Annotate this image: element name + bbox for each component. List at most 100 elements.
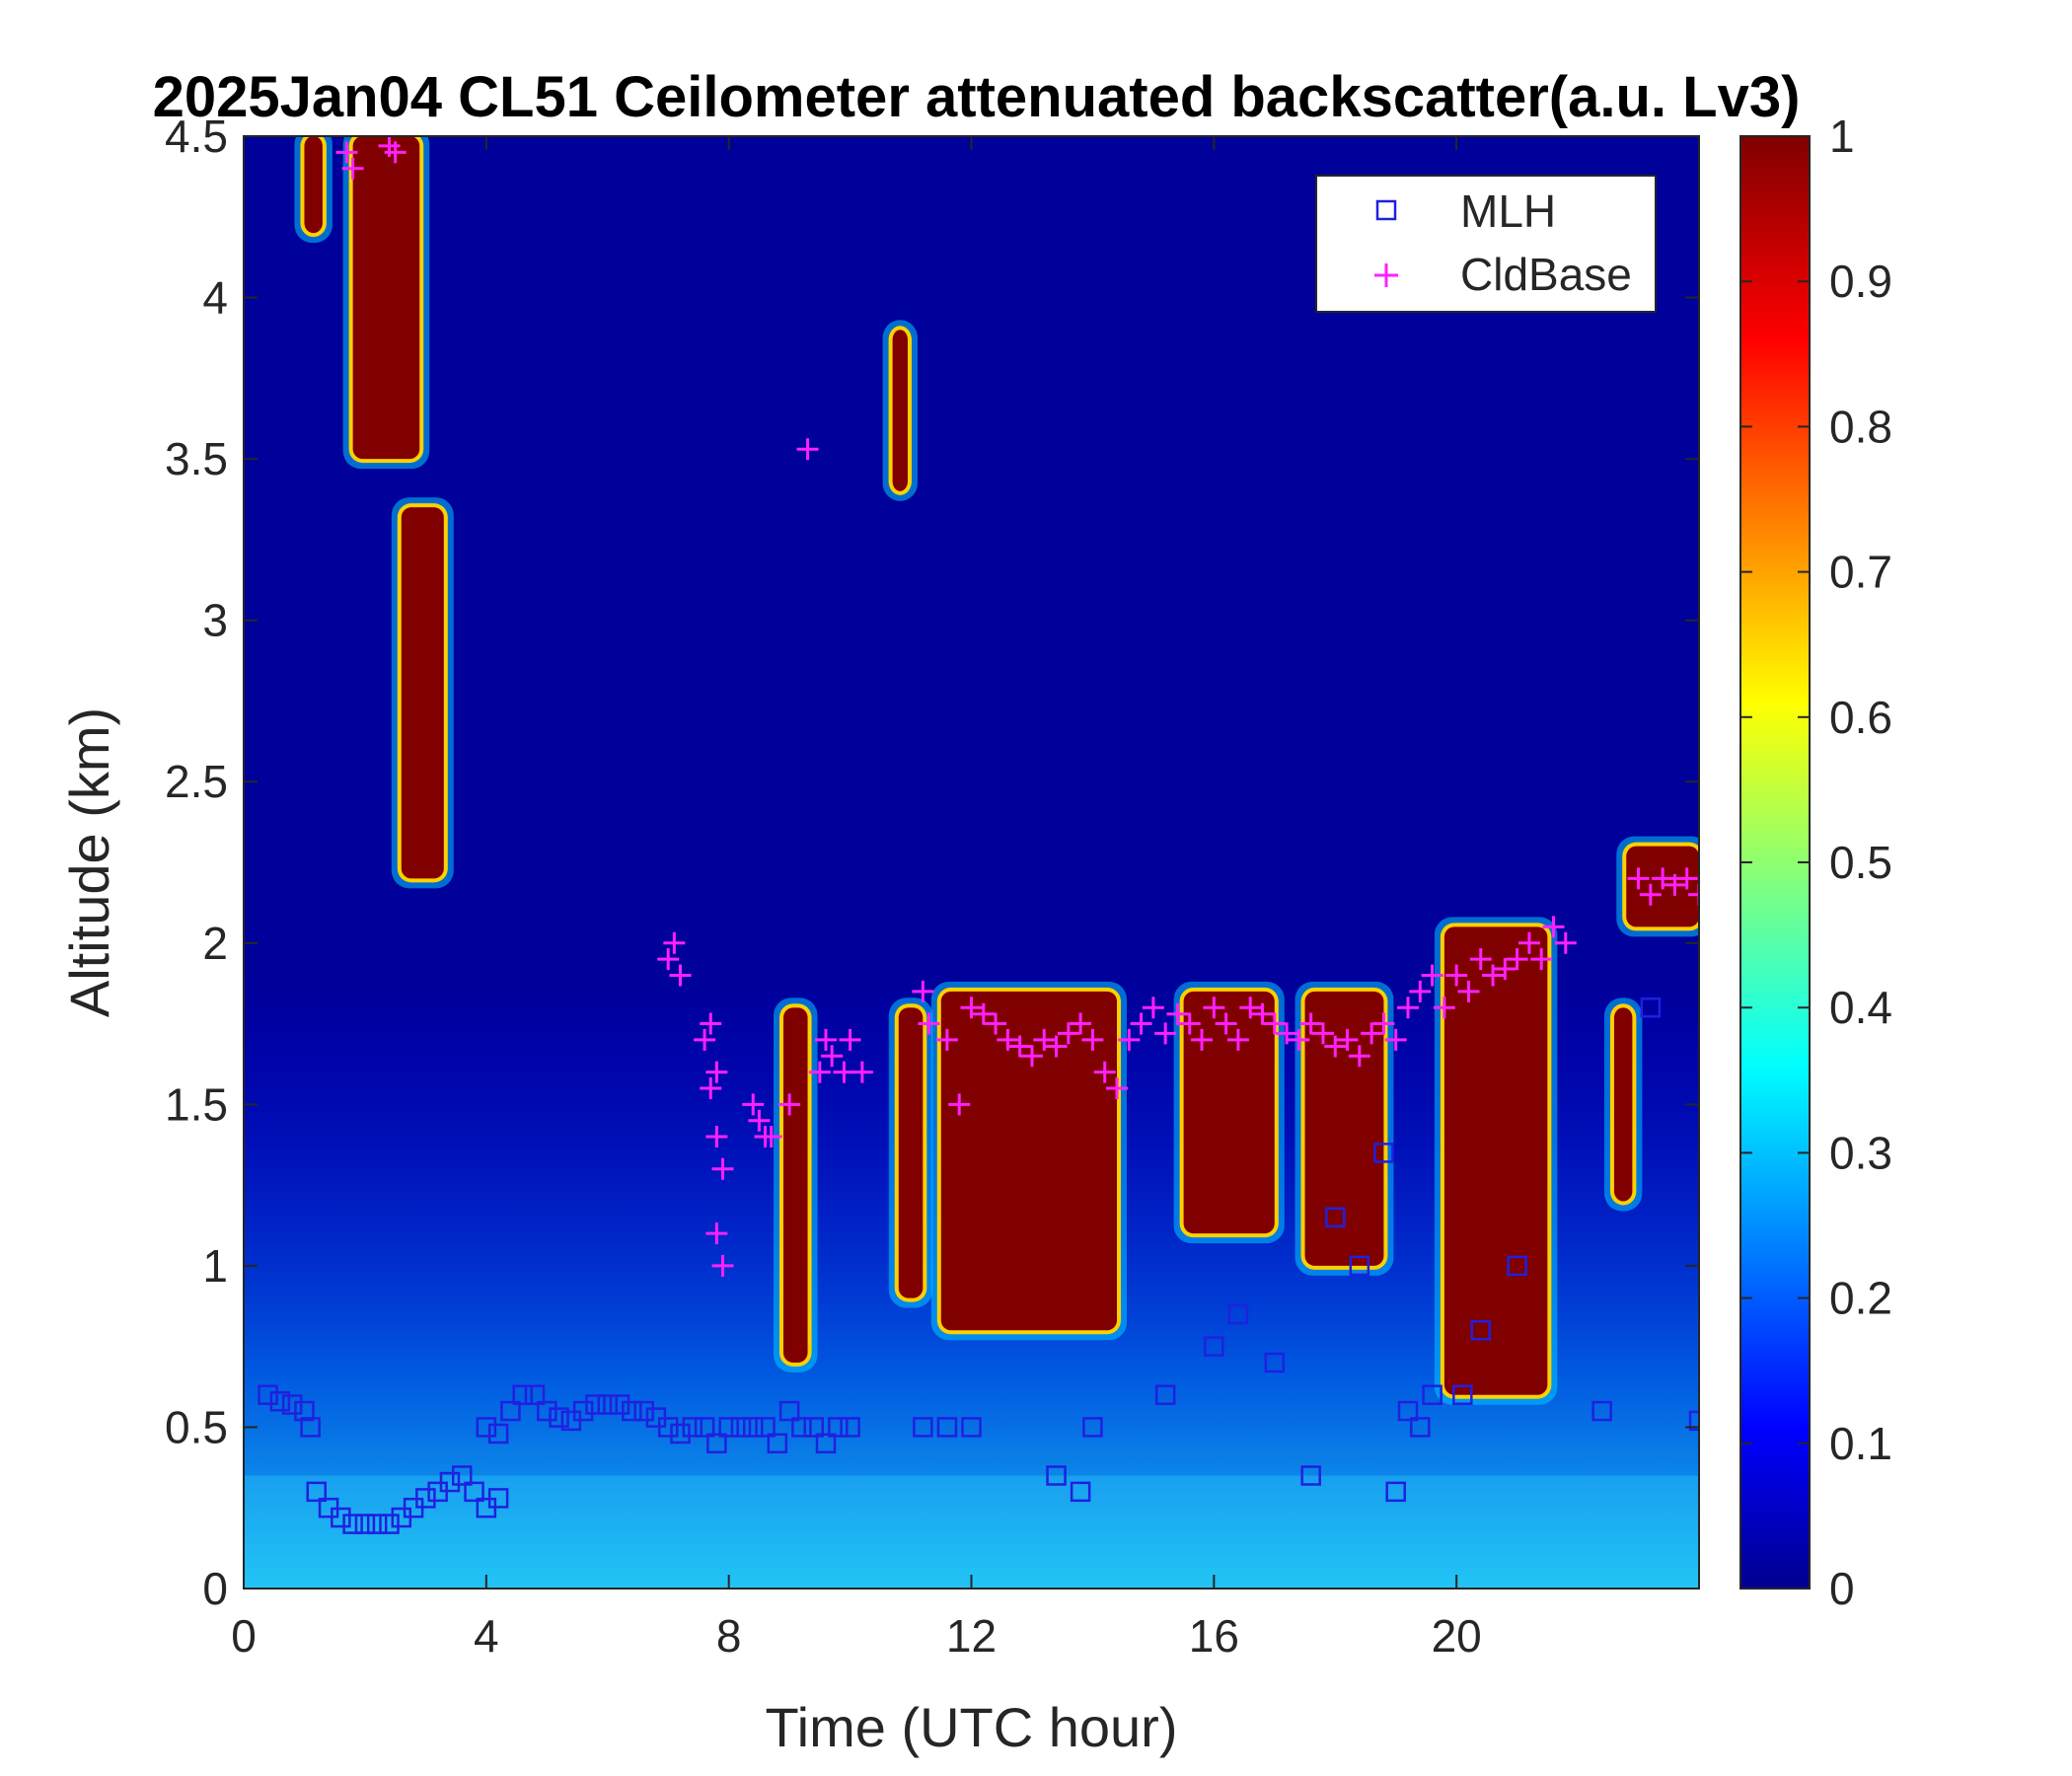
- colorbar-tick-label: 0: [1829, 1563, 1855, 1614]
- cldbase-point: [657, 948, 680, 971]
- cloud-region: [1603, 998, 1643, 1212]
- mlh-point: [572, 1400, 594, 1422]
- cldbase-point: [960, 997, 983, 1019]
- cldbase-point: [918, 1012, 940, 1035]
- mlh-point: [1591, 1400, 1612, 1422]
- mlh-point: [1470, 1320, 1491, 1341]
- mlh-point: [1422, 1384, 1443, 1405]
- mlh-point: [828, 1417, 849, 1438]
- surface-aerosol: [244, 1475, 1699, 1589]
- cldbase-point: [912, 980, 934, 1002]
- mlh-point: [706, 1433, 727, 1454]
- cldbase-point: [1372, 1012, 1395, 1035]
- mlh-point: [622, 1400, 642, 1422]
- mlh-point: [524, 1384, 546, 1405]
- mlh-point: [597, 1394, 618, 1415]
- cldbase-point: [1142, 997, 1164, 1019]
- mlh-point: [743, 1417, 764, 1438]
- y-axis-label: Altitude (km): [58, 707, 120, 1017]
- mlh-series: [258, 997, 1699, 1534]
- cldbase-point: [1336, 1028, 1359, 1051]
- mlh-point: [281, 1394, 303, 1415]
- cloud-region: [1173, 981, 1285, 1244]
- legend-cldbase-marker: [1374, 263, 1398, 287]
- cldbase-point: [948, 1093, 971, 1116]
- mlh-point: [415, 1488, 436, 1509]
- legend-box: [1315, 175, 1657, 313]
- legend-mlh-marker: [1375, 199, 1397, 221]
- cldbase-point: [705, 1126, 728, 1148]
- mlh-point: [269, 1391, 291, 1412]
- cldbase-point: [700, 1012, 722, 1035]
- cldbase-point: [1361, 1022, 1383, 1045]
- y-tick-label: 4.5: [165, 111, 228, 162]
- cldbase-point: [808, 1061, 831, 1083]
- cldbase-point: [1421, 964, 1443, 987]
- cloud-region: [294, 136, 333, 244]
- mlh-point: [694, 1417, 715, 1438]
- cldbase-point: [384, 141, 407, 164]
- cldbase-point: [972, 1002, 995, 1025]
- cldbase-point: [1154, 1022, 1177, 1045]
- cldbase-point: [1384, 1028, 1407, 1051]
- colorbar-tick-label: 0.8: [1829, 401, 1892, 452]
- cldbase-point: [742, 1093, 765, 1116]
- cldbase-point: [1348, 1045, 1370, 1068]
- mlh-point: [300, 1417, 321, 1438]
- mlh-point: [512, 1384, 533, 1405]
- y-tick-label: 1.5: [165, 1078, 228, 1130]
- legend-cldbase-label: CldBase: [1460, 249, 1632, 300]
- mlh-point: [476, 1417, 497, 1438]
- mlh-point: [354, 1514, 376, 1534]
- cldbase-point: [1178, 1012, 1201, 1035]
- cldbase-point: [1239, 997, 1262, 1019]
- mlh-point: [464, 1481, 484, 1503]
- colorbar-tick-label: 1: [1829, 111, 1855, 162]
- mlh-point: [913, 1417, 933, 1438]
- mlh-point: [767, 1433, 788, 1454]
- x-tick-label: 16: [1189, 1610, 1239, 1662]
- cldbase-point: [985, 1012, 1007, 1035]
- legend: MLH CldBase: [1315, 175, 1657, 313]
- colorbar-tick-label: 0.3: [1829, 1127, 1892, 1178]
- mlh-point: [366, 1514, 388, 1534]
- mlh-point: [331, 1507, 351, 1528]
- mlh-point: [1385, 1481, 1406, 1503]
- cldbase-point: [1409, 980, 1432, 1002]
- cldbase-point: [1324, 1035, 1347, 1058]
- cldbase-point: [821, 1045, 844, 1068]
- plot-area: [244, 136, 1699, 1589]
- mlh-point: [1349, 1255, 1370, 1277]
- cldbase-point: [1554, 931, 1577, 954]
- cloud-region: [391, 497, 454, 889]
- mlh-point: [1373, 1143, 1394, 1163]
- colorbar-tick-label: 0.9: [1829, 256, 1892, 307]
- cldbase-point: [1118, 1028, 1141, 1051]
- cloud-region: [1434, 917, 1558, 1405]
- y-tick-label: 2.5: [165, 756, 228, 807]
- cldbase-point: [1675, 867, 1698, 890]
- mlh-point: [585, 1394, 606, 1415]
- mlh-point: [379, 1514, 400, 1534]
- mlh-point: [1204, 1336, 1224, 1357]
- cldbase-point: [1530, 948, 1553, 971]
- cloud-region: [773, 998, 818, 1373]
- cldbase-point: [1457, 980, 1480, 1002]
- cldbase-point: [1445, 964, 1468, 987]
- cldbase-point: [1093, 1061, 1116, 1083]
- cldbase-point: [1469, 948, 1492, 971]
- y-axis: 0 0.5 1 1.5 2 2.5 3 3.5 4 4.5: [165, 111, 1699, 1614]
- mlh-point: [1070, 1481, 1091, 1503]
- cldbase-point: [335, 141, 358, 164]
- cldbase-point: [760, 1126, 782, 1148]
- y-tick-label: 0: [202, 1563, 228, 1614]
- mlh-point: [500, 1400, 521, 1422]
- y-tick-label: 1: [202, 1240, 228, 1292]
- cldbase-point: [705, 1222, 728, 1245]
- mlh-point: [936, 1417, 958, 1438]
- cldbase-point: [711, 1254, 734, 1277]
- y-tick-label: 3.5: [165, 433, 228, 484]
- mlh-point: [294, 1400, 315, 1422]
- x-tick-label: 4: [474, 1610, 499, 1662]
